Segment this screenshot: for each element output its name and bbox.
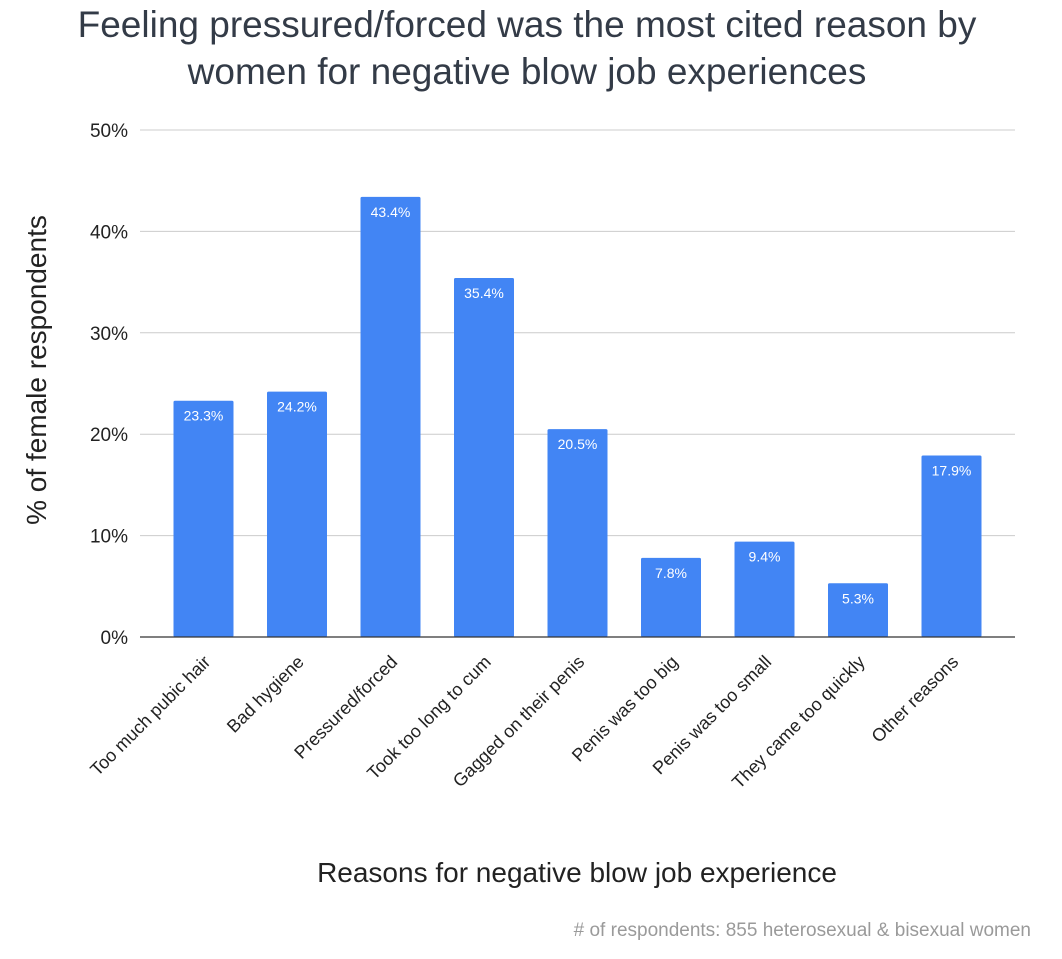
bar <box>641 557 701 637</box>
y-tick-label: 50% <box>90 121 128 142</box>
y-axis-title: % of female respondents <box>21 215 52 525</box>
bar-value-label: 5.3% <box>842 590 874 606</box>
x-tick-label: Other reasons <box>868 652 963 747</box>
x-axis-title: Reasons for negative blow job experience <box>317 857 837 888</box>
respondents-footnote: # of respondents: 855 heterosexual & bis… <box>574 920 1031 941</box>
bar <box>921 455 982 637</box>
chart-title-line-1: Feeling pressured/forced was the most ci… <box>78 4 977 45</box>
y-tick-label: 40% <box>90 222 128 243</box>
bar-value-label: 23.3% <box>184 408 224 424</box>
bar <box>828 583 888 637</box>
bar-value-label: 20.5% <box>558 436 598 452</box>
y-tick-label: 30% <box>90 324 128 345</box>
bar <box>173 400 234 637</box>
y-tick-label: 0% <box>101 628 129 649</box>
chart-title: Feeling pressured/forced was the most ci… <box>78 4 977 92</box>
bar-value-labels: 23.3% 24.2% 43.4% 35.4% 20.5% 7.8% 9.4% 5.3% 17.… <box>184 204 972 606</box>
bar <box>454 278 514 637</box>
bar-value-label: 17.9% <box>932 462 972 478</box>
x-tick-label: Too much pubic hair <box>86 652 214 780</box>
bar-value-label: 9.4% <box>749 549 781 565</box>
bar-value-label: 43.4% <box>371 204 411 220</box>
bar-value-label: 24.2% <box>277 399 317 415</box>
bar <box>547 429 608 637</box>
y-tick-label: 10% <box>90 527 128 548</box>
chart-title-line-2: women for negative blow job experiences <box>187 51 867 92</box>
bar-value-label: 7.8% <box>655 565 687 581</box>
x-tick-label: Bad hygiene <box>223 652 308 737</box>
bars <box>173 196 982 637</box>
bar <box>734 541 795 637</box>
y-axis-ticks: 0% 10% 20% 30% 40% 50% <box>90 121 128 649</box>
x-tick-label: Pressured/forced <box>290 652 401 763</box>
bar-value-label: 35.4% <box>464 285 504 301</box>
bar <box>360 196 421 637</box>
y-tick-label: 20% <box>90 425 128 446</box>
x-axis-ticks: Too much pubic hair Bad hygienePressured/… <box>86 652 962 793</box>
bar <box>267 391 327 637</box>
